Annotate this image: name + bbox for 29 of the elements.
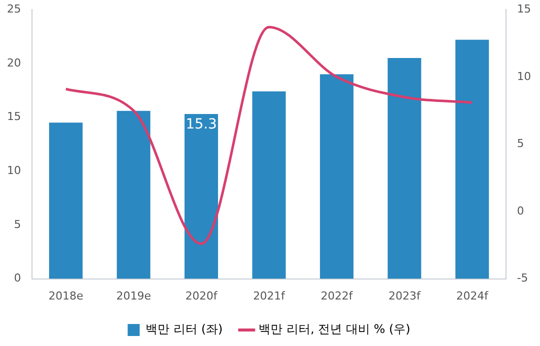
- bar: [184, 114, 218, 279]
- data-label: 15.3: [186, 116, 217, 133]
- y-tick-label: 15: [6, 110, 21, 124]
- x-tick-label: 2020f: [185, 289, 218, 302]
- bar: [320, 74, 354, 279]
- bar: [455, 40, 489, 279]
- y2-tick-label: 0: [517, 204, 524, 218]
- y-tick-label: 0: [14, 272, 21, 285]
- line-series: [64, 26, 474, 246]
- y-tick-label: 5: [14, 218, 21, 231]
- y-tick-label: 20: [6, 56, 21, 70]
- bar: [116, 110, 150, 279]
- x-tick-label: 2024f: [456, 289, 490, 302]
- bar: [49, 122, 83, 279]
- x-tick-label: 2023f: [388, 289, 422, 302]
- x-tick-label: 2019e: [116, 289, 152, 302]
- x-tick-label: 2018e: [48, 289, 84, 302]
- x-tick-label: 2022f: [320, 289, 354, 302]
- y-tick-label: 10: [6, 164, 21, 177]
- x-tick-label: 2021f: [253, 289, 286, 302]
- legend-label: 백만 리터, 전년 대비 % (우): [258, 322, 410, 336]
- bar: [252, 91, 286, 279]
- y-tick-label: 25: [6, 2, 21, 16]
- bar: [388, 58, 422, 279]
- y2-tick-label: 15: [517, 2, 532, 16]
- y2-tick-label: -5: [517, 272, 528, 285]
- y2-tick-label: 5: [517, 137, 524, 150]
- y2-tick-label: 10: [517, 70, 532, 83]
- legend-label: 백만 리터 (좌): [146, 322, 223, 336]
